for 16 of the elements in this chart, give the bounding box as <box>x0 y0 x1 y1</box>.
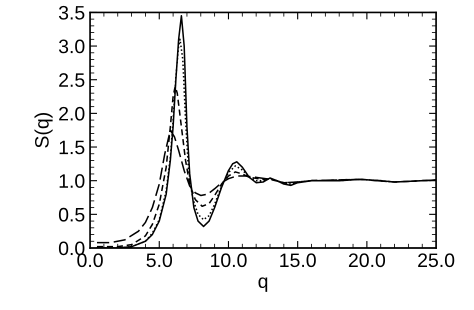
y-tick-label: 2.5 <box>59 73 84 87</box>
x-tick-label: 20.0 <box>348 253 386 268</box>
x-axis-title: q <box>258 277 268 292</box>
y-tick-label: 3.5 <box>58 6 84 20</box>
x-tick-label: 5.0 <box>146 253 172 268</box>
y-tick-label: 0.5 <box>58 208 84 222</box>
y-axis-title: S(q) <box>34 113 53 148</box>
y-tick-label: 1.0 <box>60 174 84 188</box>
y-tick-label: 0.0 <box>58 241 84 256</box>
x-tick-label: 25.0 <box>418 253 454 268</box>
y-tick-label: 1.5 <box>60 140 84 154</box>
x-tick-label: 15.0 <box>280 253 316 268</box>
x-tick-label: 10.0 <box>211 253 247 268</box>
y-tick-label: 2.0 <box>59 106 84 121</box>
y-tick-label: 3.0 <box>58 40 84 54</box>
x-tick-label: 0.0 <box>77 253 103 268</box>
